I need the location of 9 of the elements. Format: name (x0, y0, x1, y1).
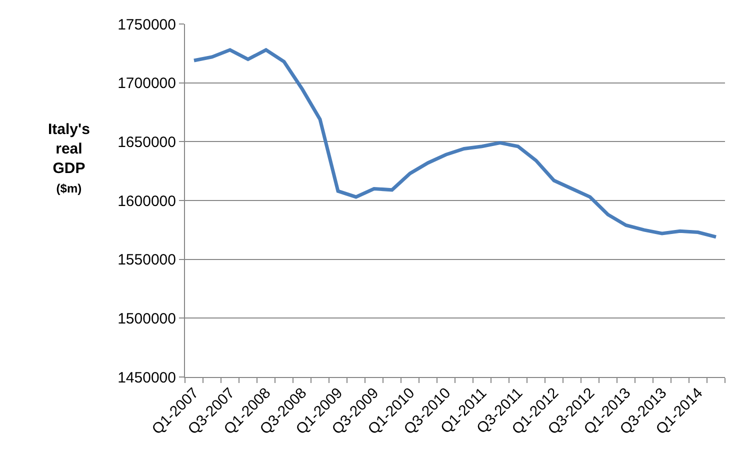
y-axis-title: Italy's real GDP ($m) (48, 121, 90, 196)
y-tick-label: 1750000 (118, 16, 176, 34)
y-tick-label: 1600000 (118, 192, 176, 210)
line-series (192, 48, 718, 239)
y-tick-label: 1450000 (118, 369, 176, 386)
y-tick-label: 1650000 (118, 134, 176, 151)
y-tick-label: 1700000 (118, 75, 176, 92)
y-tick-label: 1550000 (118, 252, 176, 269)
y-tick-label: 1500000 (118, 310, 176, 328)
